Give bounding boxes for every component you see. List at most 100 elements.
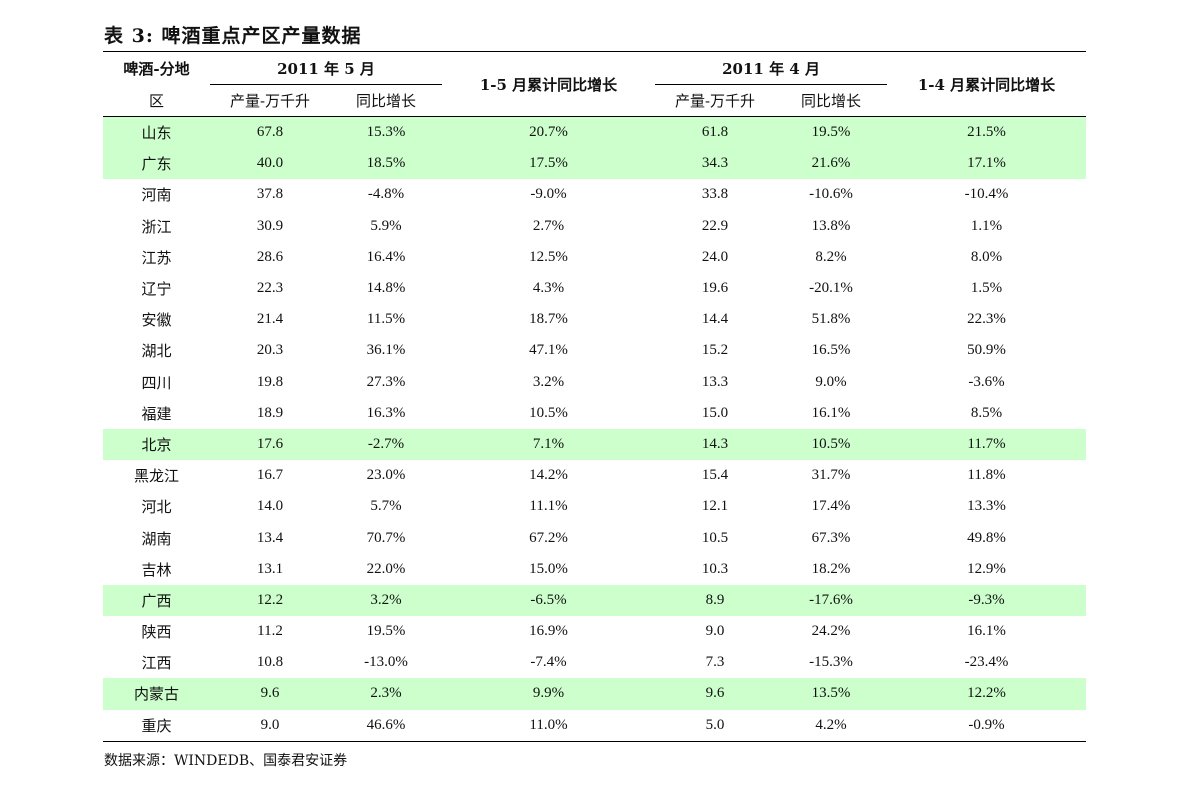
may-production-cell: 18.9 <box>256 404 284 421</box>
table-row: 浙江 30.9 5.9% 2.7% 22.9 13.8% 1.1% <box>103 211 1086 242</box>
may-yoy-cell: 16.3% <box>366 404 406 421</box>
apr-yoy-cell: 8.2% <box>815 248 847 265</box>
header-cum-1-5: 1-5 月累计同比增长 <box>442 51 656 117</box>
header-may-yoy: 同比增长 <box>330 84 443 117</box>
header-region-top: 啤酒-分地 <box>103 51 210 85</box>
cum-1-5-cell: 9.9% <box>442 678 656 710</box>
apr-yoy-cell: 21.6% <box>775 148 888 180</box>
apr-yoy-cell: 16.1% <box>811 404 851 421</box>
may-yoy-cell: 5.7% <box>370 498 402 515</box>
may-production-cell: 30.9 <box>256 217 284 234</box>
may-production-cell: 21.4 <box>256 311 284 328</box>
may-yoy-cell: 23.0% <box>366 467 406 484</box>
cum-1-5-cell: 12.5% <box>529 248 568 265</box>
may-yoy-cell: 16.4% <box>366 248 406 265</box>
cum-1-5-cell: 17.5% <box>442 148 656 180</box>
header-may-production: 产量-万千升 <box>210 84 330 117</box>
may-yoy-cell: -2.7% <box>330 428 443 461</box>
may-yoy-cell: 36.1% <box>366 342 406 359</box>
apr-yoy-cell: -10.6% <box>809 186 853 203</box>
may-yoy-cell: 3.2% <box>330 584 443 616</box>
apr-yoy-cell: 24.2% <box>811 623 851 640</box>
apr-production-cell: 7.3 <box>705 654 725 671</box>
apr-production-cell: 9.6 <box>655 678 776 710</box>
may-production-cell: 9.0 <box>210 709 330 742</box>
table-row: 广东 40.0 18.5% 17.5% 34.3 21.6% 17.1% <box>103 148 1087 180</box>
apr-yoy-cell: 18.2% <box>811 560 851 577</box>
cum-1-4-cell: -3.6% <box>968 373 1005 390</box>
cum-1-4-cell: -23.4% <box>964 654 1009 671</box>
apr-yoy-cell: 17.4% <box>811 498 851 515</box>
region-cell: 江西 <box>141 654 172 673</box>
cum-1-5-cell: -9.0% <box>530 186 567 203</box>
cum-1-5-cell: 16.9% <box>529 623 568 640</box>
cum-1-5-cell: 10.5% <box>529 404 568 421</box>
cum-1-4-cell: 17.1% <box>887 148 1087 180</box>
may-production-cell: 40.0 <box>210 148 330 180</box>
may-yoy-cell: -4.8% <box>367 186 405 203</box>
may-production-cell: 16.7 <box>256 467 284 484</box>
table-row: 吉林 13.1 22.0% 15.0% 10.3 18.2% 12.9% <box>103 554 1086 585</box>
cum-1-5-cell: 14.2% <box>529 467 568 484</box>
table-row: 湖南 13.4 70.7% 67.2% 10.5 67.3% 49.8% <box>103 522 1086 553</box>
may-yoy-cell: 70.7% <box>366 529 406 546</box>
table-row: 河南 37.8 -4.8% -9.0% 33.8 -10.6% -10.4% <box>103 179 1086 210</box>
apr-production-cell: 10.5 <box>701 529 729 546</box>
region-cell: 湖南 <box>141 529 172 548</box>
cum-1-5-cell: -7.4% <box>530 654 567 671</box>
cum-1-4-cell: 21.5% <box>887 116 1087 149</box>
may-production-cell: 17.6 <box>210 428 330 461</box>
table-row: 江西 10.8 -13.0% -7.4% 7.3 -15.3% -23.4% <box>103 647 1086 678</box>
table-row: 山东 67.8 15.3% 20.7% 61.8 19.5% 21.5% <box>103 116 1087 149</box>
cum-1-4-cell: -10.4% <box>964 186 1009 203</box>
apr-yoy-cell: 19.5% <box>775 116 888 149</box>
may-production-cell: 28.6 <box>256 248 284 265</box>
may-yoy-cell: 27.3% <box>366 373 406 390</box>
apr-production-cell: 15.2 <box>701 342 729 359</box>
apr-production-cell: 12.1 <box>701 498 729 515</box>
region-cell: 北京 <box>103 428 210 461</box>
apr-yoy-cell: -20.1% <box>809 280 853 297</box>
data-table-container: 啤酒-分地 2011 年 5 月 1-5 月累计同比增长 2011 年 4 月 … <box>103 51 1087 742</box>
cum-1-4-cell: 1.1% <box>970 217 1003 234</box>
may-yoy-cell: 15.3% <box>330 116 443 149</box>
apr-production-cell: 61.8 <box>655 116 776 149</box>
cum-1-5-cell: 67.2% <box>529 529 568 546</box>
header-region-bottom: 区 <box>103 84 210 117</box>
cum-1-4-cell: 11.8% <box>967 467 1006 484</box>
may-production-cell: 9.6 <box>210 678 330 710</box>
cum-1-4-cell: 50.9% <box>967 342 1006 359</box>
cum-1-5-cell: 15.0% <box>529 560 568 577</box>
cum-1-4-cell: 22.3% <box>967 311 1006 328</box>
region-cell: 吉林 <box>141 560 172 579</box>
region-cell: 重庆 <box>103 709 210 742</box>
apr-yoy-cell: 51.8% <box>811 311 851 328</box>
table-body: 山东 67.8 15.3% 20.7% 61.8 19.5% 21.5% 广东 40.0 18.5… <box>103 116 1087 742</box>
cum-1-5-cell: 47.1% <box>529 342 568 359</box>
table-row: 湖北 20.3 36.1% 47.1% 15.2 16.5% 50.9% <box>103 335 1086 366</box>
region-cell: 山东 <box>103 116 210 149</box>
may-production-cell: 37.8 <box>256 186 284 203</box>
table-row: 四川 19.8 27.3% 3.2% 13.3 9.0% -3.6% <box>103 367 1086 398</box>
cum-1-4-cell: -9.3% <box>887 584 1087 616</box>
may-production-cell: 11.2 <box>257 623 283 640</box>
apr-production-cell: 33.8 <box>701 186 729 203</box>
may-yoy-cell: 5.9% <box>370 217 402 234</box>
apr-production-cell: 8.9 <box>655 584 776 616</box>
apr-production-cell: 15.0 <box>701 404 729 421</box>
may-production-cell: 14.0 <box>256 498 284 515</box>
table-row: 河北 14.0 5.7% 11.1% 12.1 17.4% 13.3% <box>103 491 1086 522</box>
may-yoy-cell: 19.5% <box>366 623 406 640</box>
region-cell: 安徽 <box>141 311 172 330</box>
apr-yoy-cell: 10.5% <box>775 428 888 461</box>
apr-production-cell: 14.4 <box>701 311 729 328</box>
apr-production-cell: 5.0 <box>655 709 776 742</box>
apr-yoy-cell: -15.3% <box>809 654 853 671</box>
cum-1-5-cell: -6.5% <box>442 584 656 616</box>
region-cell: 四川 <box>141 373 172 392</box>
region-cell: 湖北 <box>141 342 172 361</box>
may-production-cell: 19.8 <box>256 373 284 390</box>
apr-yoy-cell: 16.5% <box>811 342 851 359</box>
region-cell: 辽宁 <box>141 280 172 299</box>
apr-production-cell: 34.3 <box>655 148 776 180</box>
